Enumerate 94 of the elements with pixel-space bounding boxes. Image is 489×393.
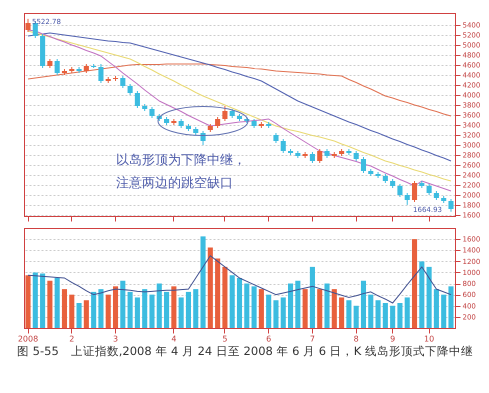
x-tick-label: 2: [69, 334, 74, 344]
bar: [288, 284, 294, 328]
candlestick: [273, 132, 279, 144]
bar: [434, 289, 439, 328]
bar: [215, 258, 220, 328]
x-tick-label: 7: [310, 334, 315, 344]
x-tick-label: 8: [354, 334, 359, 344]
bar: [208, 247, 213, 328]
candlestick: [98, 64, 104, 84]
bar: [84, 300, 89, 328]
candlestick: [426, 184, 432, 196]
bar: [273, 300, 279, 328]
candlestick: [25, 18, 31, 32]
bar: [397, 303, 402, 328]
bar: [40, 274, 46, 328]
x-tick-label: 2008: [18, 334, 38, 344]
bar: [106, 294, 111, 328]
bar: [76, 303, 82, 328]
bar: [280, 297, 286, 328]
bar: [236, 278, 242, 328]
line-series: [28, 255, 452, 304]
bar: [193, 289, 198, 328]
x-tick-label: 5: [222, 334, 228, 344]
bar: [32, 272, 38, 328]
bar: [390, 306, 396, 328]
x-tick-label: 4: [171, 334, 176, 344]
candlestick: [354, 150, 359, 162]
bar: [346, 300, 352, 328]
bar: [332, 289, 337, 328]
bar: [200, 236, 206, 328]
bar: [310, 266, 315, 328]
bar: [244, 284, 250, 328]
bar: [360, 280, 366, 328]
bar: [69, 294, 74, 328]
candlestick: [215, 116, 220, 128]
bar: [412, 239, 418, 328]
caption: 图 5-55 上证指数,2008 年 4 月 24 日至 2008 年 6 月 6 日，K 线岛形顶式下降中继: [17, 344, 473, 359]
bar: [62, 289, 68, 328]
bar: [149, 294, 155, 328]
bar: [426, 266, 432, 328]
candlestick: [317, 148, 322, 164]
bar: [25, 275, 31, 328]
bar: [222, 266, 228, 328]
candlestick: [222, 106, 228, 122]
bar: [302, 289, 308, 328]
x-tick-label: 9: [390, 334, 396, 344]
bar: [142, 289, 148, 328]
bar: [98, 289, 104, 328]
annotation: 注意两边的跳空缺口: [116, 176, 233, 191]
bar: [368, 294, 374, 328]
candlestick: [54, 58, 60, 76]
candlestick: [360, 156, 366, 174]
bar: [112, 286, 118, 328]
x-tick-label: 3: [112, 334, 118, 344]
x-tick-label: 10: [424, 334, 434, 344]
bar: [54, 278, 60, 328]
candlestick: [128, 84, 133, 96]
bar: [47, 280, 52, 328]
bar: [164, 292, 170, 328]
line-series: [28, 64, 452, 116]
x-tick-label: 6: [266, 334, 272, 344]
bar: [317, 289, 322, 328]
candlestick: [149, 106, 155, 118]
bar: [376, 300, 381, 328]
bar: [134, 297, 140, 328]
bar: [258, 289, 264, 328]
bar: [128, 292, 133, 328]
candlestick: [280, 138, 286, 154]
bar: [354, 306, 359, 328]
bar: [178, 297, 184, 328]
bar: [266, 294, 272, 328]
bar: [382, 303, 388, 328]
annotation: 以岛形顶为下降中继，: [116, 153, 246, 168]
bar: [252, 286, 257, 328]
candlestick: [310, 152, 315, 164]
bar: [91, 292, 96, 328]
bar: [295, 280, 300, 328]
candlestick: [448, 198, 454, 212]
candlestick: [120, 76, 126, 88]
bar: [186, 292, 192, 328]
bar: [404, 297, 410, 328]
bar: [120, 280, 126, 328]
candlestick: [404, 192, 410, 206]
candlestick: [412, 180, 418, 202]
bar: [156, 284, 162, 328]
bar: [419, 261, 424, 328]
candlestick: [134, 90, 140, 108]
bar: [230, 275, 235, 328]
bar: [171, 286, 176, 328]
bar: [339, 297, 344, 328]
bar: [324, 284, 330, 328]
candlestick: [397, 184, 402, 198]
bar: [448, 286, 454, 328]
bar: [441, 294, 446, 328]
